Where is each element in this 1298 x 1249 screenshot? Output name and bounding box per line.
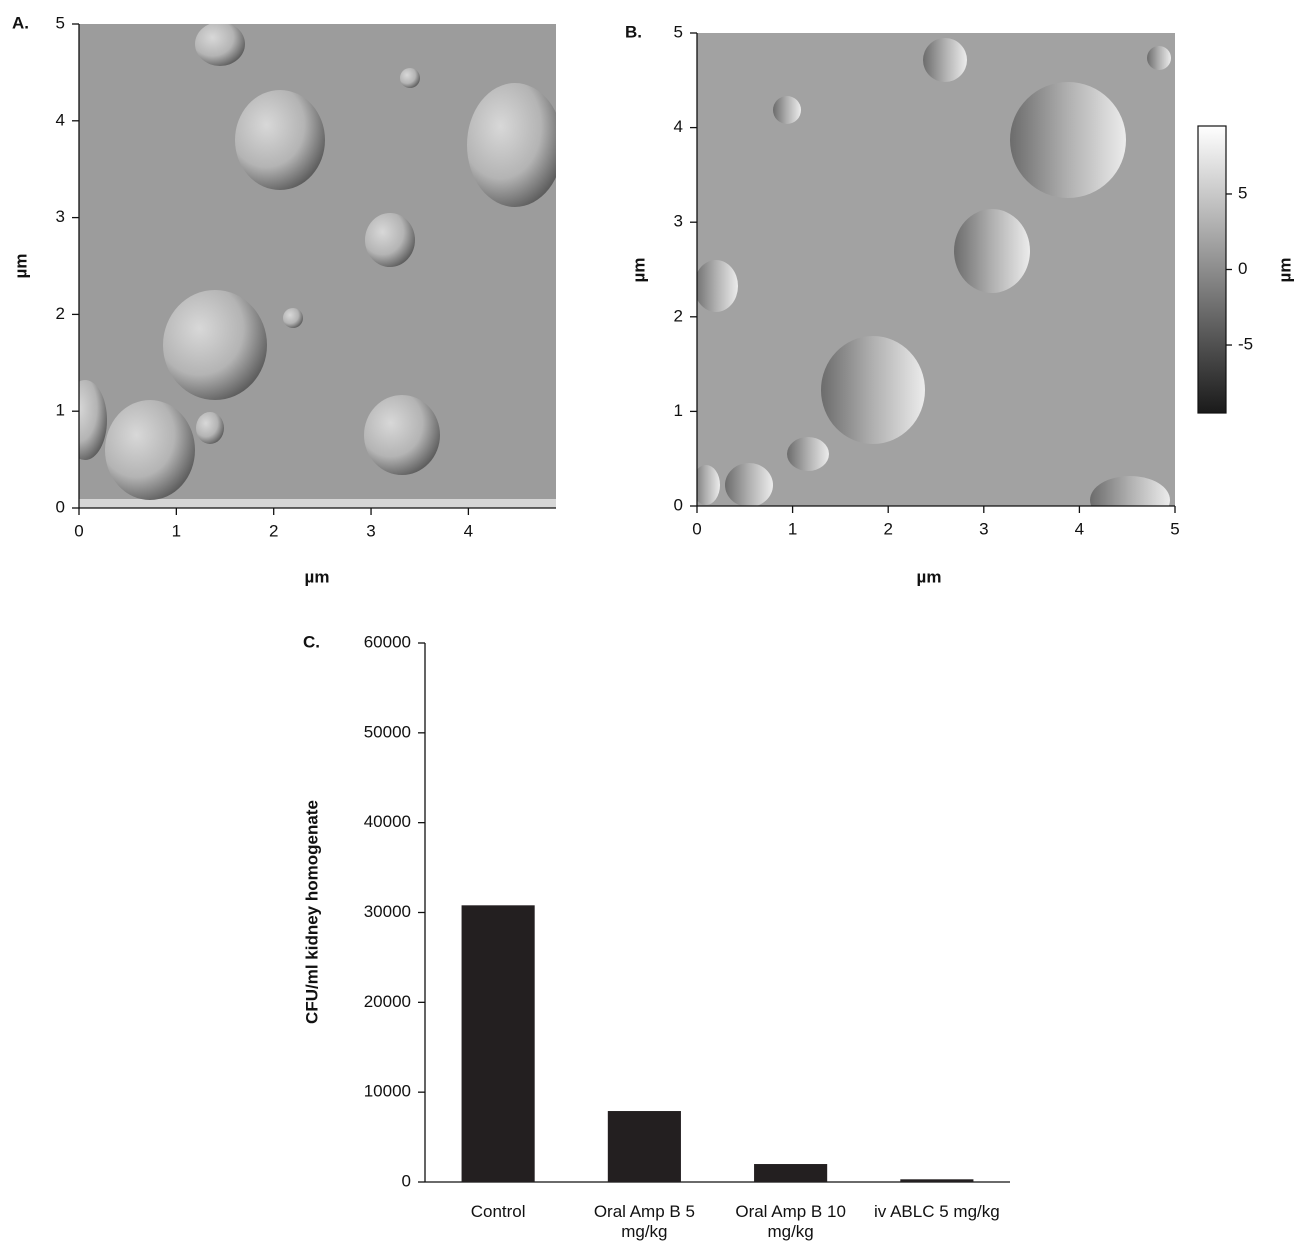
x-tick-label: 5 — [1170, 519, 1179, 538]
colorbar-label: µm — [1275, 258, 1294, 283]
colorbar-tick-label: -5 — [1238, 335, 1253, 354]
bar — [754, 1164, 827, 1182]
y-tick-label: 5 — [674, 22, 683, 41]
y-tick-label: 5 — [56, 13, 65, 32]
x-tick-label: 2 — [883, 519, 892, 538]
afm-image-b — [692, 33, 1175, 524]
figure: A. µm 0 1 2 3 4 5 0 1 2 3 4 µm B. µm 0 1 2 3 4 5 0 1 2 3 4 5 µm 5 0 -5 µ… — [0, 0, 1298, 1249]
y-tick-label: 30000 — [364, 902, 411, 921]
bar — [608, 1111, 681, 1182]
bar — [900, 1179, 973, 1182]
colorbar-tick-label: 5 — [1238, 183, 1247, 202]
y-tick-label: 60000 — [364, 632, 411, 651]
y-axis-label: µm — [629, 258, 648, 283]
y-tick-label: 4 — [674, 117, 683, 136]
y-tick-label: 3 — [674, 212, 683, 231]
y-tick-label: 10000 — [364, 1082, 411, 1101]
y-tick-label: 4 — [56, 110, 65, 129]
x-axis-label: µm — [305, 567, 330, 586]
y-tick-label: 20000 — [364, 992, 411, 1011]
y-tick-label: 1 — [674, 401, 683, 420]
x-tick-label: 1 — [788, 519, 797, 538]
y-tick-label: 3 — [56, 207, 65, 226]
x-axis-label: µm — [917, 567, 942, 586]
y-tick-label: 0 — [56, 497, 65, 516]
x-tick-label: iv ABLC 5 mg/kg — [862, 1202, 1012, 1222]
x-tick-label: 0 — [74, 521, 83, 540]
afm-image-a — [63, 22, 563, 508]
x-tick-label: 4 — [464, 521, 473, 540]
x-tick-label: Oral Amp B 5 mg/kg — [569, 1202, 719, 1242]
x-tick-label: Oral Amp B 10 mg/kg — [716, 1202, 866, 1242]
x-tick-label: 3 — [979, 519, 988, 538]
y-tick-label: 2 — [56, 304, 65, 323]
y-tick-label: 50000 — [364, 722, 411, 741]
colorbar — [1198, 126, 1226, 413]
x-tick-label: 2 — [269, 521, 278, 540]
panel-label: A. — [12, 13, 29, 32]
y-tick-label: 0 — [674, 495, 683, 514]
x-tick-label: 0 — [692, 519, 701, 538]
chart: A. µm 0 1 2 3 4 5 0 1 2 3 4 µm B. µm 0 1 2 3 4 5 0 1 2 3 4 5 µm 5 0 -5 µ… — [0, 0, 1298, 1249]
y-tick-label: 2 — [674, 306, 683, 325]
y-tick-label: 1 — [56, 401, 65, 420]
y-tick-label: 40000 — [364, 812, 411, 831]
y-tick-label: 0 — [402, 1171, 411, 1190]
x-tick-label: Control — [423, 1202, 573, 1222]
panel-label: C. — [303, 632, 320, 651]
bar — [462, 905, 535, 1182]
y-axis-label: CFU/ml kidney homogenate — [302, 800, 321, 1024]
x-tick-label: 1 — [172, 521, 181, 540]
x-tick-label: 3 — [366, 521, 375, 540]
colorbar-tick-label: 0 — [1238, 259, 1247, 278]
panel-label: B. — [625, 22, 642, 41]
x-tick-label: 4 — [1075, 519, 1084, 538]
y-axis-label: µm — [11, 254, 30, 279]
